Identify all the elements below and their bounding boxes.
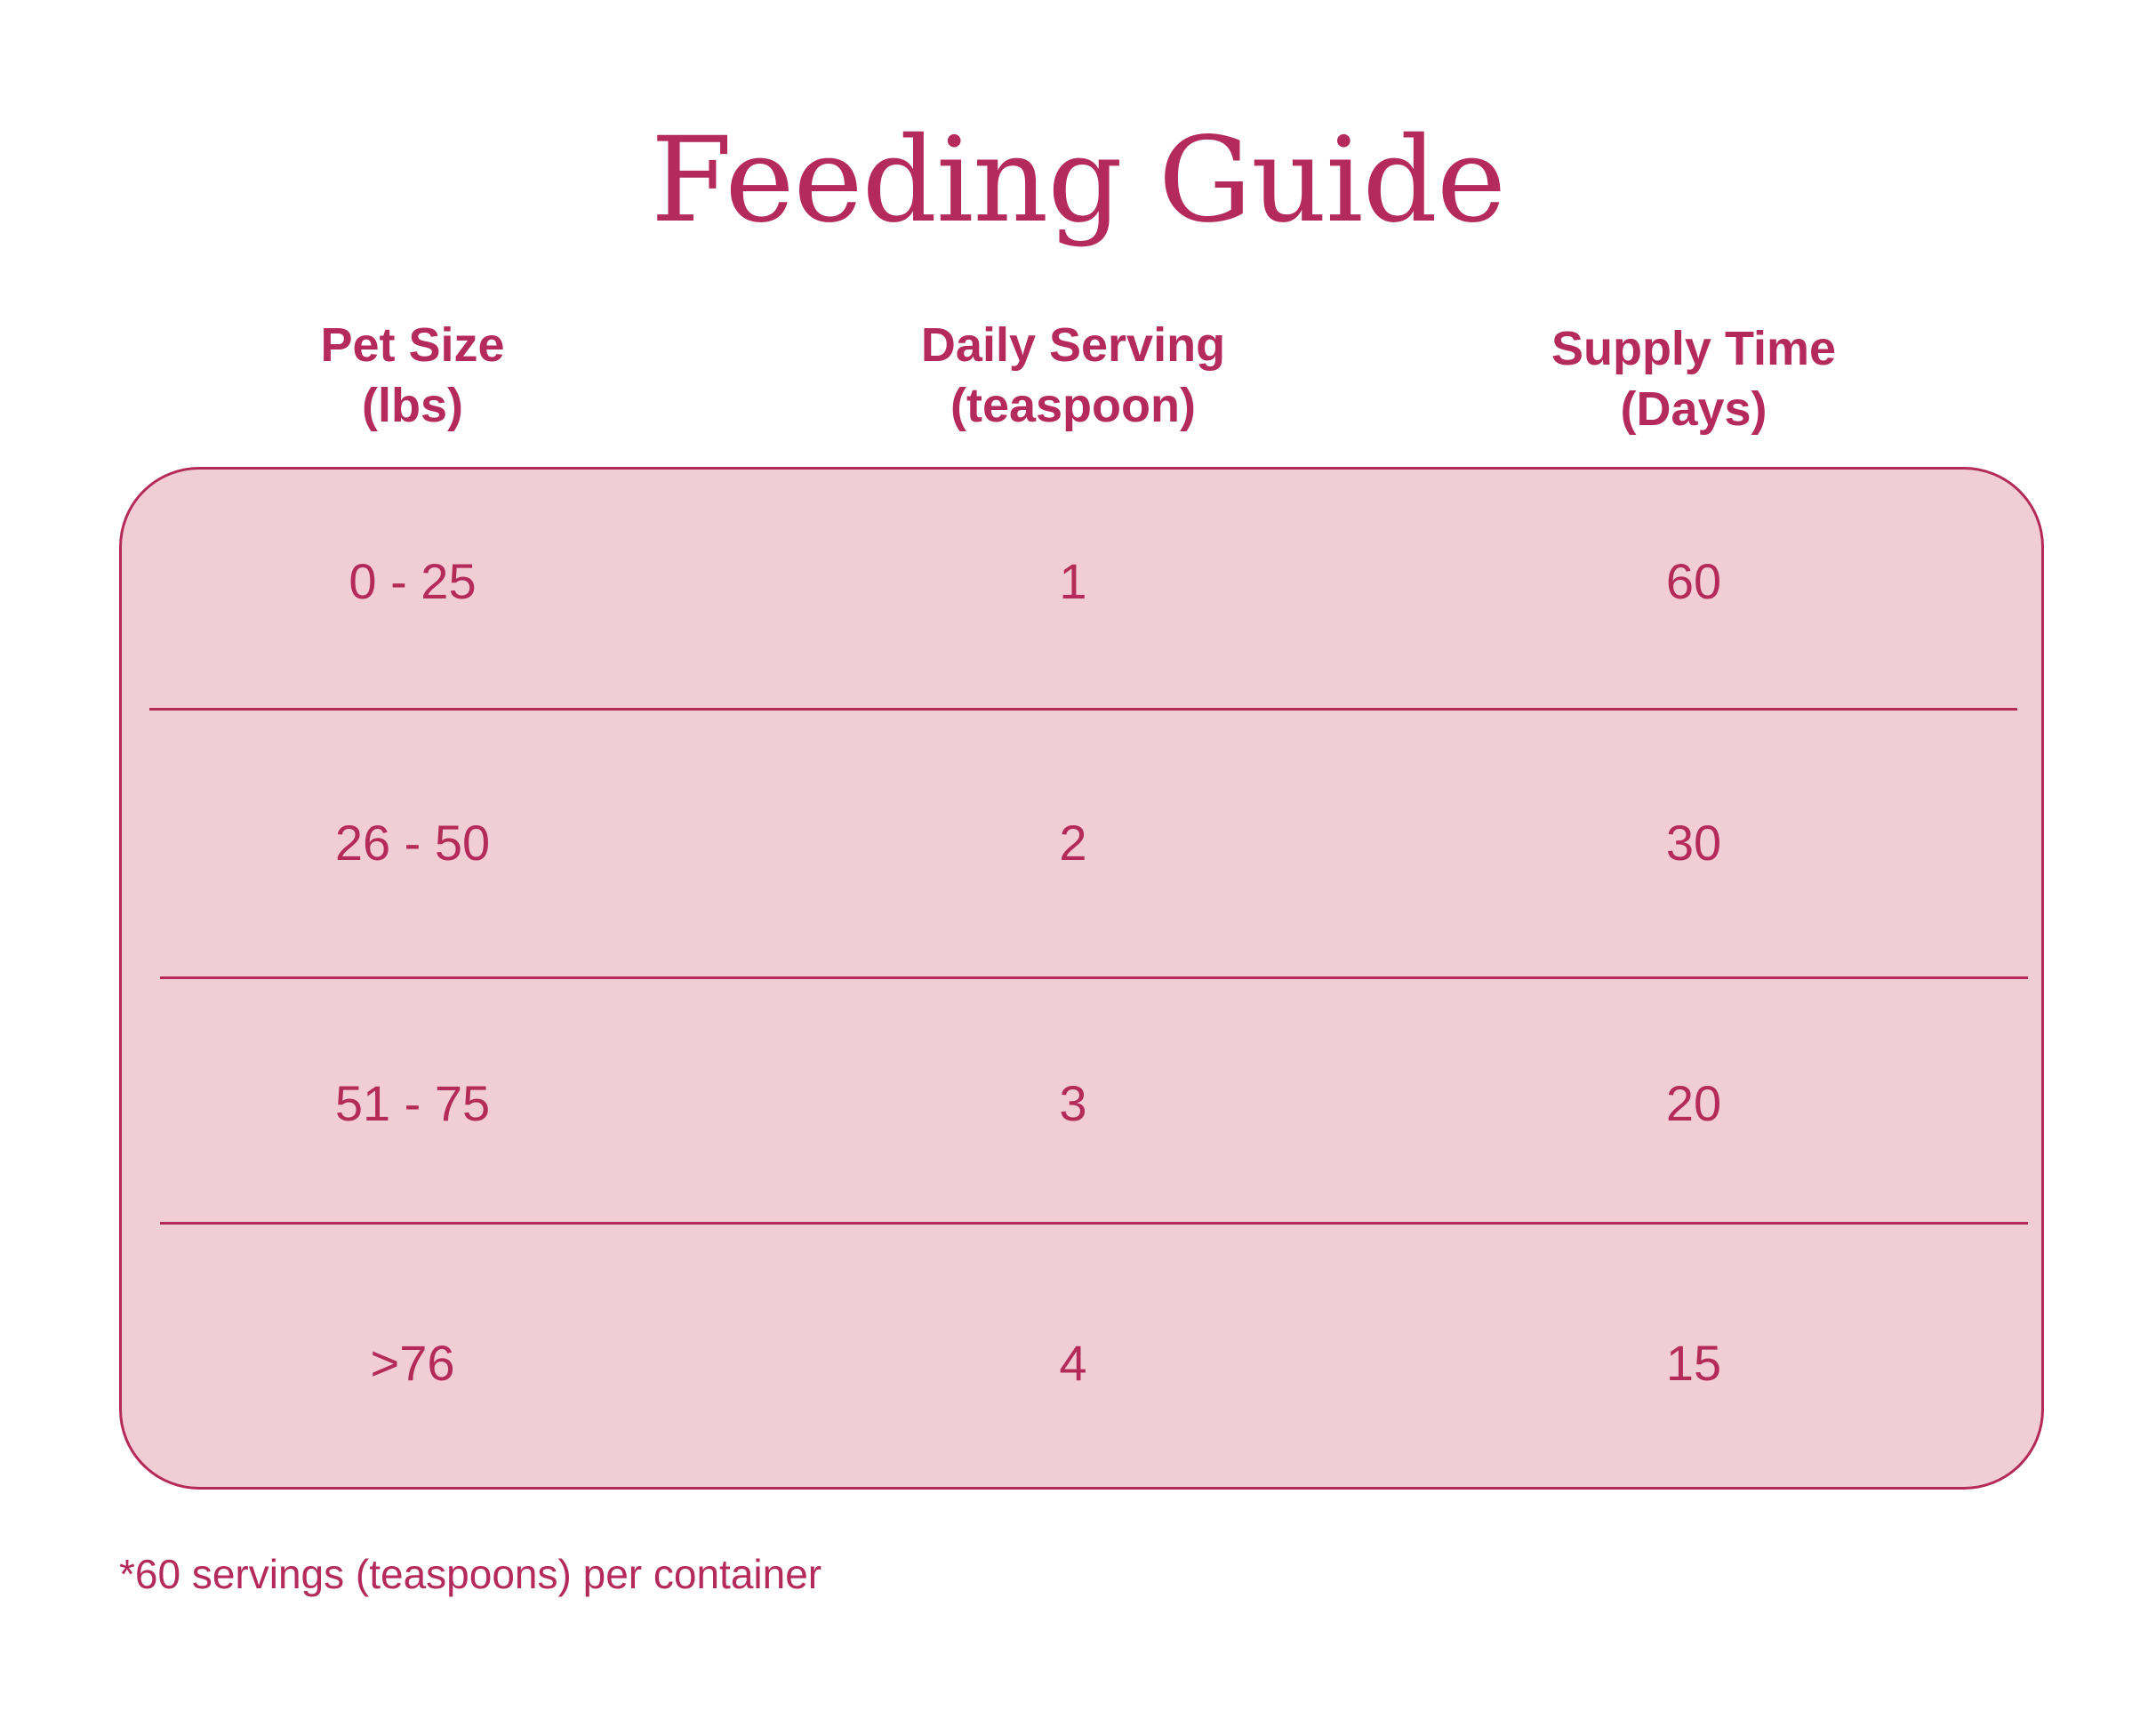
column-header-supply-time: Supply Time (Days) (1383, 318, 2005, 439)
row-divider (160, 976, 2028, 979)
column-header-line: Daily Serving (920, 318, 1226, 372)
row-divider (149, 708, 2017, 711)
cell-pet-size: >76 (370, 1335, 455, 1391)
column-header-daily-serving: Daily Serving (teaspoon) (762, 315, 1384, 436)
cell-daily-serving: 1 (1059, 553, 1087, 609)
cell-daily-serving: 4 (1059, 1335, 1087, 1391)
cell-supply-time: 20 (1665, 1075, 1722, 1131)
cell-supply-time: 30 (1665, 815, 1722, 871)
cell-supply-time: 15 (1665, 1335, 1722, 1391)
cell-pet-size: 26 - 50 (334, 815, 491, 871)
column-header-unit: (Days) (1620, 382, 1767, 436)
column-header-pet-size: Pet Size (lbs) (101, 315, 724, 436)
row-divider (160, 1222, 2028, 1225)
cell-pet-size: 51 - 75 (334, 1075, 491, 1131)
footnote: *60 servings (teaspoons) per container (119, 1551, 822, 1597)
cell-daily-serving: 2 (1059, 815, 1087, 871)
cell-daily-serving: 3 (1059, 1075, 1087, 1131)
column-header-unit: (lbs) (362, 379, 463, 432)
page-title: Feeding Guide (650, 112, 1506, 249)
column-header-line: Supply Time (1551, 322, 1837, 375)
column-header-line: Pet Size (320, 318, 505, 372)
cell-pet-size: 0 - 25 (349, 553, 477, 609)
column-header-unit: (teaspoon) (950, 379, 1196, 432)
cell-supply-time: 60 (1665, 553, 1722, 609)
